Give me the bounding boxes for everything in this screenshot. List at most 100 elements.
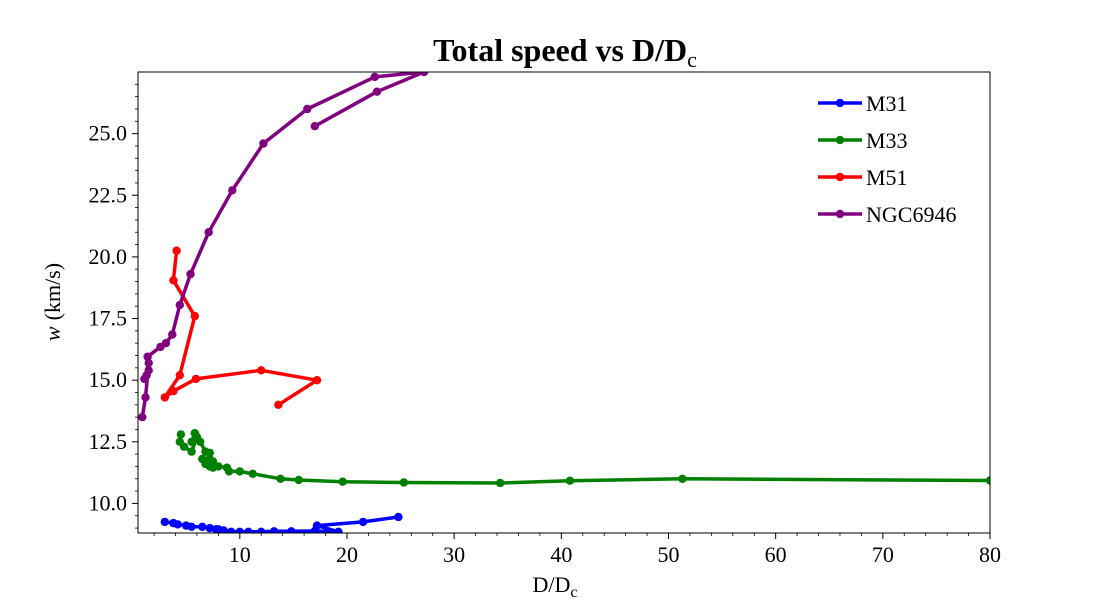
data-point-m33 — [399, 478, 408, 487]
x-axis-label-sub: c — [570, 584, 577, 600]
data-point-m51 — [312, 376, 322, 385]
legend-marker-m31 — [835, 98, 845, 108]
data-point-m33 — [678, 474, 687, 483]
x-tick-label: 40 — [550, 542, 572, 567]
data-point-m33 — [565, 476, 575, 485]
y-tick-label: 17.5 — [89, 306, 128, 331]
data-point-m33 — [187, 447, 196, 456]
chart-title: Total speed vs D/Dc — [433, 32, 697, 72]
axis-ticks: 10 20 30 40 50 60 70 80 10.0 12.5 15.0 17.5 20.0 22.5… — [89, 83, 1001, 567]
x-axis-label-main: D/D — [533, 572, 571, 597]
data-point-m33 — [196, 437, 205, 446]
data-point-m51 — [191, 374, 201, 384]
data-point-m51 — [172, 246, 181, 255]
legend-label-m33: M33 — [866, 128, 908, 153]
series-line-ngc6946 — [140, 72, 426, 418]
data-point-ngc6946 — [186, 269, 195, 279]
y-tick-label: 25.0 — [89, 121, 128, 146]
data-point-m33 — [294, 475, 303, 485]
series-line-m51 — [163, 250, 319, 407]
series-line-m33 — [178, 431, 990, 485]
legend-marker-ngc6946 — [835, 209, 845, 219]
data-point-m51 — [274, 400, 283, 409]
data-point-ngc6946 — [419, 72, 429, 77]
data-point-m33 — [224, 467, 234, 476]
legend-item-m31: M31 — [818, 91, 908, 116]
data-point-m31 — [227, 527, 236, 533]
data-point-m33 — [176, 430, 186, 439]
data-point-m51 — [257, 366, 266, 375]
data-point-m31 — [187, 522, 196, 531]
data-point-ngc6946 — [138, 412, 147, 422]
data-point-m31 — [394, 512, 403, 522]
data-point-m31 — [198, 522, 207, 531]
data-point-m33 — [187, 437, 196, 446]
data-point-ngc6946 — [143, 352, 152, 361]
data-point-m31 — [312, 521, 322, 530]
data-point-m33 — [205, 448, 214, 458]
x-tick-label: 80 — [979, 542, 1001, 567]
legend-item-ngc6946: NGC6946 — [818, 202, 956, 227]
legend-label-m51: M51 — [866, 165, 908, 190]
legend-item-m51: M51 — [818, 165, 908, 190]
data-point-m33 — [338, 477, 347, 486]
data-point-m31 — [257, 527, 266, 533]
data-point-m33 — [496, 478, 505, 488]
data-point-ngc6946 — [175, 300, 184, 310]
y-axis-label-var: w — [40, 326, 65, 341]
data-point-m31 — [205, 523, 214, 533]
y-tick-label: 12.5 — [89, 429, 128, 454]
data-point-m31 — [269, 527, 279, 533]
data-point-ngc6946 — [156, 342, 165, 352]
data-point-ngc6946 — [140, 374, 149, 384]
data-point-m33 — [985, 476, 990, 485]
data-point-ngc6946 — [144, 358, 153, 368]
data-point-m33 — [179, 442, 189, 451]
y-tick-label: 22.5 — [89, 182, 128, 207]
data-point-m33 — [190, 429, 199, 438]
data-point-m31 — [287, 527, 296, 533]
x-tick-label: 30 — [443, 542, 465, 567]
data-point-m31 — [334, 527, 343, 533]
x-tick-label: 20 — [336, 542, 358, 567]
chart-title-main: Total speed vs D/D — [433, 32, 687, 68]
x-axis-label: D/Dc — [533, 572, 578, 600]
data-point-m33 — [214, 462, 223, 471]
x-tick-label: 60 — [765, 542, 787, 567]
x-tick-label: 50 — [657, 542, 679, 567]
legend-label-m31: M31 — [866, 91, 908, 116]
plot-frame — [137, 71, 991, 534]
data-point-m33 — [248, 469, 257, 478]
chart-title-sub: c — [687, 47, 697, 72]
y-axis-label: w (km/s) — [40, 263, 65, 341]
data-point-m31 — [244, 527, 253, 533]
data-point-m51 — [190, 311, 199, 321]
data-point-ngc6946 — [168, 330, 177, 339]
data-point-m51 — [169, 387, 178, 396]
data-point-m33 — [235, 467, 244, 476]
data-point-m31 — [358, 517, 368, 527]
x-tick-label: 10 — [229, 542, 251, 567]
data-point-m31 — [235, 527, 244, 533]
data-point-m51 — [175, 371, 184, 380]
data-point-ngc6946 — [204, 228, 213, 237]
y-tick-label: 15.0 — [89, 367, 128, 392]
data-point-m31 — [160, 517, 169, 527]
legend-label-ngc6946: NGC6946 — [866, 202, 956, 227]
data-point-m31 — [173, 520, 182, 529]
data-point-ngc6946 — [372, 87, 382, 96]
legend-marker-m33 — [835, 135, 845, 145]
data-point-m51 — [160, 393, 169, 402]
y-axis-label-unit: (km/s) — [40, 263, 65, 320]
data-point-m33 — [203, 456, 212, 465]
legend-item-m33: M33 — [818, 128, 908, 153]
legend-marker-m51 — [835, 172, 845, 182]
x-tick-label: 70 — [872, 542, 894, 567]
data-point-ngc6946 — [259, 139, 268, 148]
data-point-m31 — [219, 526, 228, 533]
data-point-ngc6946 — [310, 122, 319, 131]
data-point-ngc6946 — [303, 104, 312, 114]
data-point-ngc6946 — [141, 393, 150, 402]
plot-area — [138, 72, 990, 533]
